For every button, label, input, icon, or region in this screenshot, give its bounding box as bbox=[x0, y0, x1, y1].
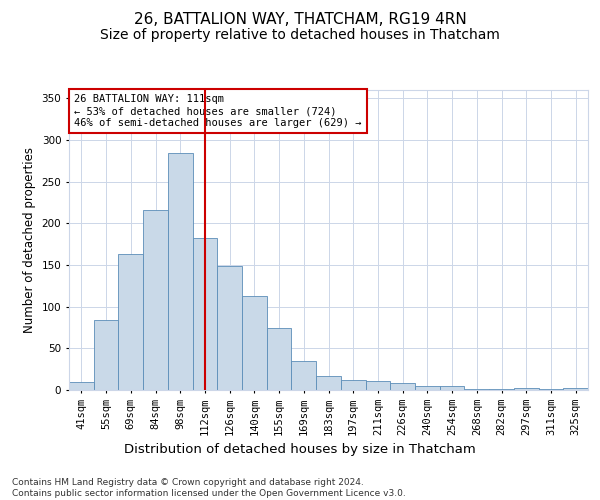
Bar bbox=[143, 210, 168, 390]
Bar bbox=[563, 388, 588, 390]
Bar bbox=[118, 254, 143, 390]
Text: 26 BATTALION WAY: 111sqm
← 53% of detached houses are smaller (724)
46% of semi-: 26 BATTALION WAY: 111sqm ← 53% of detach… bbox=[74, 94, 362, 128]
Bar bbox=[168, 154, 193, 390]
Bar bbox=[489, 389, 514, 390]
Bar bbox=[390, 384, 415, 390]
Text: Contains HM Land Registry data © Crown copyright and database right 2024.
Contai: Contains HM Land Registry data © Crown c… bbox=[12, 478, 406, 498]
Bar bbox=[316, 376, 341, 390]
Bar bbox=[415, 386, 440, 390]
Bar bbox=[440, 386, 464, 390]
Bar bbox=[464, 389, 489, 390]
Text: Size of property relative to detached houses in Thatcham: Size of property relative to detached ho… bbox=[100, 28, 500, 42]
Bar bbox=[341, 380, 365, 390]
Bar bbox=[539, 389, 563, 390]
Text: 26, BATTALION WAY, THATCHAM, RG19 4RN: 26, BATTALION WAY, THATCHAM, RG19 4RN bbox=[134, 12, 466, 28]
Bar bbox=[217, 266, 242, 390]
Text: Distribution of detached houses by size in Thatcham: Distribution of detached houses by size … bbox=[124, 442, 476, 456]
Bar bbox=[94, 320, 118, 390]
Bar bbox=[69, 382, 94, 390]
Bar bbox=[365, 381, 390, 390]
Bar bbox=[193, 238, 217, 390]
Bar bbox=[292, 361, 316, 390]
Bar bbox=[514, 388, 539, 390]
Bar bbox=[267, 328, 292, 390]
Bar bbox=[242, 296, 267, 390]
Y-axis label: Number of detached properties: Number of detached properties bbox=[23, 147, 36, 333]
